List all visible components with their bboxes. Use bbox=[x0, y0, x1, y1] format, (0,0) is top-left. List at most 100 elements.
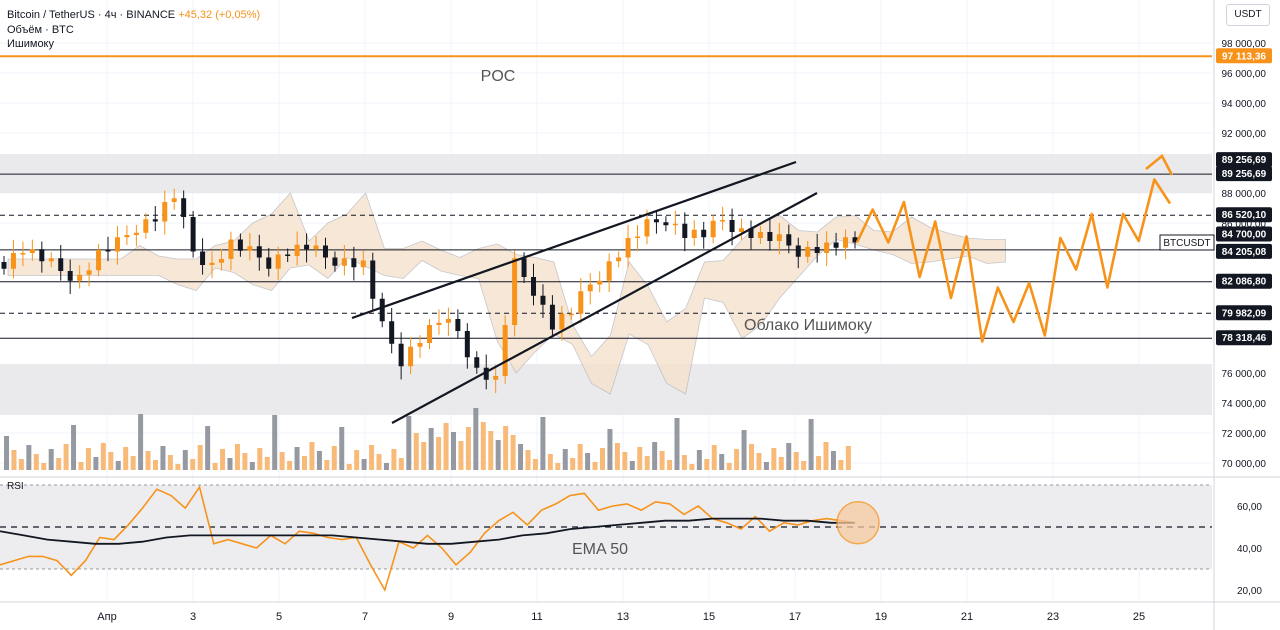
price-tick-label: 74 000,00 bbox=[1222, 399, 1267, 410]
price-label-box bbox=[1216, 243, 1272, 259]
candle-body bbox=[218, 259, 224, 263]
candle-body bbox=[710, 220, 716, 238]
horizontal-levels bbox=[0, 55, 1212, 339]
volume-bar bbox=[622, 452, 628, 470]
volume-bar bbox=[257, 448, 263, 470]
candle-body bbox=[493, 376, 499, 380]
candle-body bbox=[10, 253, 16, 269]
ichimoku-cloud bbox=[7, 192, 1006, 395]
volume-bar bbox=[644, 456, 650, 470]
price-tick-label: 94 000,00 bbox=[1222, 99, 1267, 110]
volume-bar bbox=[272, 415, 278, 470]
candle-body bbox=[322, 245, 328, 258]
symbol-tag-box bbox=[1159, 234, 1215, 251]
volume-bar bbox=[413, 433, 419, 470]
volume-bar bbox=[398, 458, 404, 470]
volume-bar bbox=[704, 459, 710, 470]
price-change: +45,32 (+0,05%) bbox=[178, 9, 261, 21]
volume-bar bbox=[227, 458, 233, 470]
volume-bar bbox=[778, 457, 784, 470]
candle-body bbox=[247, 246, 253, 251]
volume-bar bbox=[681, 455, 687, 470]
volume-bar bbox=[56, 458, 62, 470]
volume-bar bbox=[100, 443, 106, 470]
time-tick-label: 5 bbox=[276, 611, 282, 623]
time-tick-label: 23 bbox=[1047, 611, 1059, 623]
price-label-text: 82 086,80 bbox=[1222, 277, 1267, 288]
volume-bar bbox=[130, 456, 136, 470]
candle-body bbox=[408, 346, 414, 367]
volume-bar bbox=[741, 430, 747, 470]
volume-bar bbox=[316, 451, 322, 470]
price-label-box bbox=[1216, 207, 1272, 223]
time-tick-label: 11 bbox=[531, 611, 542, 623]
candle-body bbox=[786, 234, 792, 246]
candle-body bbox=[445, 319, 451, 323]
volume-bar bbox=[532, 459, 538, 470]
volume-bar bbox=[108, 452, 114, 470]
candle-body bbox=[653, 219, 659, 223]
price-label-box bbox=[1216, 152, 1272, 168]
volume-bar bbox=[71, 425, 77, 470]
candle-body bbox=[739, 228, 745, 232]
price-label-text: 79 982,09 bbox=[1222, 308, 1267, 319]
volume-bar bbox=[212, 463, 218, 470]
volume-bar bbox=[383, 463, 389, 470]
volume-bar bbox=[473, 408, 479, 470]
volume-bar bbox=[376, 454, 382, 470]
volume-bar bbox=[160, 446, 166, 470]
volume-bar bbox=[242, 453, 248, 470]
volume-bar bbox=[562, 449, 568, 470]
volume-bar bbox=[167, 455, 173, 470]
time-tick-label: 3 bbox=[190, 611, 196, 623]
candle-body bbox=[767, 232, 773, 241]
candle-body bbox=[200, 251, 206, 265]
price-label-text: 84 205,08 bbox=[1222, 247, 1267, 258]
volume-bar bbox=[652, 442, 658, 470]
ichimoku-indicator-label[interactable]: Ишимоку bbox=[7, 38, 54, 50]
time-axis: Апр 3 5 7 9 11 13 15 17 19 21 23 25 bbox=[97, 611, 1145, 623]
price-label-text: 89 256,69 bbox=[1222, 155, 1267, 166]
volume-bar bbox=[510, 435, 516, 470]
candle-body bbox=[597, 280, 603, 285]
volume-bar bbox=[138, 414, 144, 470]
volume-bar bbox=[279, 452, 285, 470]
forecast-line bbox=[855, 178, 1172, 343]
volume-bar bbox=[689, 464, 695, 470]
volume-indicator-label[interactable]: Объём · BTC bbox=[7, 24, 74, 36]
price-label-text: 97 113,36 bbox=[1222, 51, 1266, 62]
candle-body bbox=[805, 247, 811, 257]
candle-body bbox=[795, 245, 801, 257]
symbol-header[interactable]: Bitcoin / TetherUS · 4ч · BINANCE +45,32… bbox=[7, 9, 260, 21]
candle-body bbox=[531, 277, 537, 296]
volume-bar bbox=[570, 458, 576, 470]
currency-button[interactable]: USDT bbox=[1226, 4, 1270, 26]
candle-body bbox=[162, 202, 168, 222]
volume-bar bbox=[11, 450, 17, 470]
volume-bar bbox=[749, 444, 754, 470]
candle-body bbox=[67, 271, 73, 281]
time-tick-label: 25 bbox=[1133, 611, 1145, 623]
candle-body bbox=[190, 217, 196, 252]
candle-body bbox=[275, 254, 281, 269]
candle-body bbox=[209, 262, 215, 265]
candle-body bbox=[824, 242, 830, 253]
candle-body bbox=[379, 298, 385, 322]
volume-bar bbox=[294, 447, 300, 470]
volume-bar bbox=[309, 442, 315, 470]
rsi-pane bbox=[0, 484, 1212, 593]
price-tick-label: 92 000,00 bbox=[1222, 129, 1267, 140]
volume-bar bbox=[443, 423, 449, 470]
volume-bar bbox=[480, 422, 486, 470]
volume-bar bbox=[175, 464, 181, 470]
candle-body bbox=[625, 238, 631, 258]
volume-bar bbox=[614, 443, 620, 470]
candle-body bbox=[720, 220, 726, 222]
candle-body bbox=[96, 250, 102, 271]
candle-body bbox=[58, 258, 64, 271]
candle-body bbox=[266, 257, 272, 269]
ema-line bbox=[0, 517, 855, 545]
candle-body bbox=[436, 322, 442, 325]
price-tick-label: 86 000,00 bbox=[1222, 219, 1267, 230]
